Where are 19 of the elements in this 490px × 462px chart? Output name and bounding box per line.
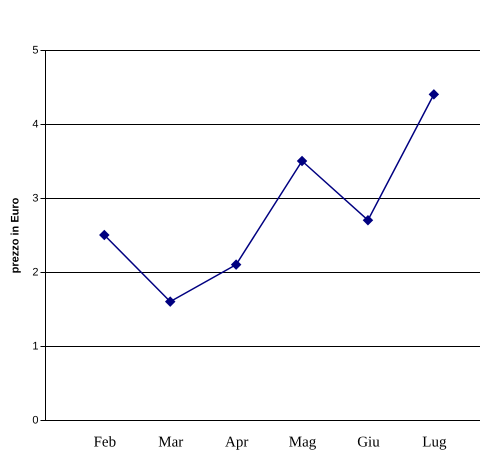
point: [164, 296, 176, 307]
point: [296, 156, 308, 166]
y-axis-title: prezzo in Euro: [9, 197, 22, 274]
y-tick-label: 1: [32, 340, 38, 352]
x-tick-label: Mag: [288, 434, 317, 450]
y-tick-label: 0: [32, 414, 38, 426]
x-tick-label: Apr: [224, 434, 248, 450]
y-tick-label: 2: [32, 266, 38, 278]
point: [230, 259, 242, 270]
x-tick-label: Lug: [422, 434, 447, 450]
x-tick-label: Mar: [158, 434, 184, 450]
point: [428, 89, 440, 100]
x-tick-label: Feb: [94, 434, 116, 450]
x-tick-label: Giu: [357, 434, 380, 450]
y-tick-label: 5: [32, 44, 38, 56]
point: [362, 214, 374, 226]
y-tick-label: 3: [32, 192, 38, 204]
y-tick-label: 4: [32, 118, 38, 130]
point: [99, 230, 110, 240]
